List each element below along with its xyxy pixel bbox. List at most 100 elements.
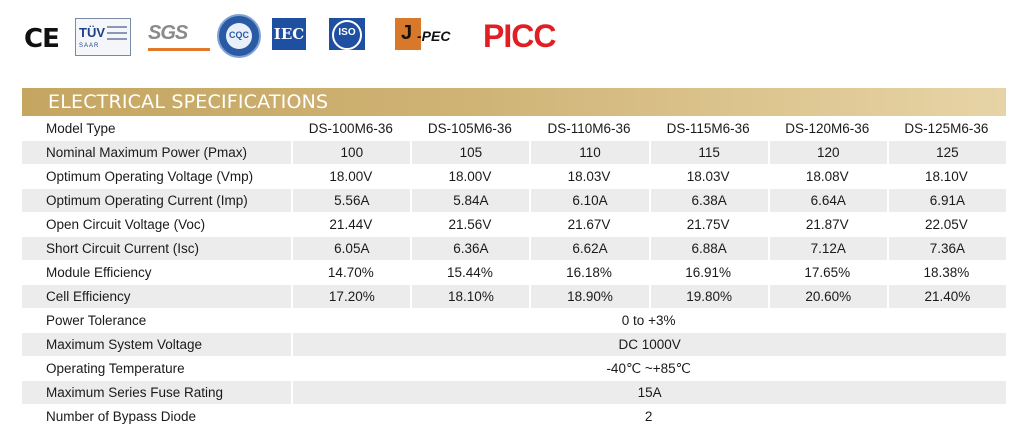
- model-type-row: Model Type DS-100M6-36 DS-105M6-36 DS-11…: [22, 117, 1006, 141]
- spec-value-cell: 6.10A: [529, 189, 649, 213]
- jpec-logo-j: J: [401, 22, 413, 44]
- spec-value-cell: 6.62A: [529, 237, 649, 261]
- spec-row: Optimum Operating Current (Imp) 5.56A 5.…: [22, 189, 1006, 213]
- sgs-logo-text: SGS: [148, 22, 188, 44]
- common-spec-row: Operating Temperature -40℃ ~+85℃: [22, 357, 1006, 381]
- row-label: Short Circuit Current (Isc): [22, 237, 292, 261]
- common-value-cell: DC 1000V: [291, 333, 1006, 357]
- row-label: Open Circuit Voltage (Voc): [22, 213, 292, 237]
- row-label: Maximum System Voltage: [22, 333, 292, 357]
- spec-value-cell: 21.56V: [410, 213, 530, 237]
- model-name-cell: DS-105M6-36: [410, 117, 530, 141]
- row-label: Operating Temperature: [22, 357, 292, 381]
- spec-value-cell: 18.10V: [886, 165, 1006, 189]
- tuv-logo: TÜV SAAR: [75, 18, 131, 56]
- spec-value-cell: 18.10%: [410, 285, 530, 309]
- row-label: Model Type: [22, 117, 292, 141]
- cqc-logo-inner-circle: [226, 23, 252, 49]
- jpec-logo: J -PEC: [395, 18, 457, 50]
- spec-row: Open Circuit Voltage (Voc) 21.44V 21.56V…: [22, 213, 1006, 237]
- spec-value-cell: 21.75V: [648, 213, 768, 237]
- spec-value-cell: 18.00V: [291, 165, 411, 189]
- spec-value-cell: 5.84A: [410, 189, 530, 213]
- row-label: Nominal Maximum Power (Pmax): [22, 141, 292, 165]
- model-name-cell: DS-110M6-36: [529, 117, 649, 141]
- section-title-bar: ELECTRICAL SPECIFICATIONS: [22, 88, 1006, 116]
- model-name-cell: DS-125M6-36: [886, 117, 1006, 141]
- common-value-cell: 2: [291, 405, 1006, 429]
- spec-value-cell: 6.05A: [291, 237, 411, 261]
- spec-value-cell: 125: [886, 141, 1006, 165]
- spec-row: Short Circuit Current (Isc) 6.05A 6.36A …: [22, 237, 1006, 261]
- spec-value-cell: 6.64A: [767, 189, 887, 213]
- spec-value-cell: 18.03V: [529, 165, 649, 189]
- common-value-cell: 0 to +3%: [291, 309, 1006, 333]
- spec-value-cell: 115: [648, 141, 768, 165]
- spec-row: Optimum Operating Voltage (Vmp) 18.00V 1…: [22, 165, 1006, 189]
- spec-value-cell: 20.60%: [767, 285, 887, 309]
- common-value-cell: -40℃ ~+85℃: [291, 357, 1006, 381]
- spec-value-cell: 21.40%: [886, 285, 1006, 309]
- row-label: Module Efficiency: [22, 261, 292, 285]
- spec-row: Nominal Maximum Power (Pmax) 100 105 110…: [22, 141, 1006, 165]
- spec-value-cell: 17.20%: [291, 285, 411, 309]
- common-value-cell: 15A: [291, 381, 1006, 405]
- spec-value-cell: 7.12A: [767, 237, 887, 261]
- ce-mark-logo: CE: [24, 24, 60, 54]
- spec-value-cell: 16.91%: [648, 261, 768, 285]
- row-label: Number of Bypass Diode: [22, 405, 292, 429]
- model-name-cell: DS-115M6-36: [648, 117, 768, 141]
- spec-value-cell: 14.70%: [291, 261, 411, 285]
- cqc-logo: CQC: [217, 14, 261, 58]
- spec-value-cell: 105: [410, 141, 530, 165]
- common-spec-row: Power Tolerance 0 to +3%: [22, 309, 1006, 333]
- spec-value-cell: 21.87V: [767, 213, 887, 237]
- model-name-cell: DS-100M6-36: [291, 117, 411, 141]
- common-spec-row: Maximum Series Fuse Rating 15A: [22, 381, 1006, 405]
- spec-value-cell: 22.05V: [886, 213, 1006, 237]
- row-label: Cell Efficiency: [22, 285, 292, 309]
- spec-value-cell: 21.44V: [291, 213, 411, 237]
- spec-value-cell: 18.03V: [648, 165, 768, 189]
- row-label: Optimum Operating Current (Imp): [22, 189, 292, 213]
- row-label: Maximum Series Fuse Rating: [22, 381, 292, 405]
- sgs-logo: SGS: [148, 22, 210, 51]
- spec-value-cell: 100: [291, 141, 411, 165]
- electrical-specifications-table: Model Type DS-100M6-36 DS-105M6-36 DS-11…: [22, 117, 1006, 429]
- spec-row: Module Efficiency 14.70% 15.44% 16.18% 1…: [22, 261, 1006, 285]
- tuv-logo-lines: [107, 26, 127, 44]
- sgs-logo-underline: [148, 48, 210, 51]
- common-spec-row: Number of Bypass Diode 2: [22, 405, 1006, 429]
- row-label: Power Tolerance: [22, 309, 292, 333]
- spec-value-cell: 18.38%: [886, 261, 1006, 285]
- jpec-logo-box: [395, 18, 421, 50]
- spec-value-cell: 7.36A: [886, 237, 1006, 261]
- spec-row: Cell Efficiency 17.20% 18.10% 18.90% 19.…: [22, 285, 1006, 309]
- spec-value-cell: 16.18%: [529, 261, 649, 285]
- tuv-logo-subtext: SAAR: [79, 43, 100, 49]
- spec-value-cell: 15.44%: [410, 261, 530, 285]
- spec-value-cell: 21.67V: [529, 213, 649, 237]
- spec-value-cell: 6.38A: [648, 189, 768, 213]
- cqc-logo-text: CQC: [229, 30, 249, 40]
- spec-value-cell: 19.80%: [648, 285, 768, 309]
- certification-logos: CE TÜV SAAR SGS CQC IEC ISO J -PEC PICC: [20, 12, 580, 64]
- iso-logo-text: ISO: [338, 27, 356, 38]
- section-title: ELECTRICAL SPECIFICATIONS: [48, 91, 329, 113]
- iec-logo: IEC: [272, 18, 306, 50]
- row-label: Optimum Operating Voltage (Vmp): [22, 165, 292, 189]
- common-spec-row: Maximum System Voltage DC 1000V: [22, 333, 1006, 357]
- spec-value-cell: 6.88A: [648, 237, 768, 261]
- iso-logo: ISO: [329, 18, 365, 50]
- spec-value-cell: 6.91A: [886, 189, 1006, 213]
- spec-value-cell: 18.00V: [410, 165, 530, 189]
- spec-value-cell: 120: [767, 141, 887, 165]
- picc-logo: PICC: [483, 18, 556, 54]
- iso-logo-ring: [332, 20, 362, 50]
- spec-value-cell: 110: [529, 141, 649, 165]
- spec-value-cell: 18.90%: [529, 285, 649, 309]
- spec-value-cell: 5.56A: [291, 189, 411, 213]
- spec-value-cell: 18.08V: [767, 165, 887, 189]
- spec-value-cell: 17.65%: [767, 261, 887, 285]
- tuv-logo-text: TÜV: [79, 25, 105, 40]
